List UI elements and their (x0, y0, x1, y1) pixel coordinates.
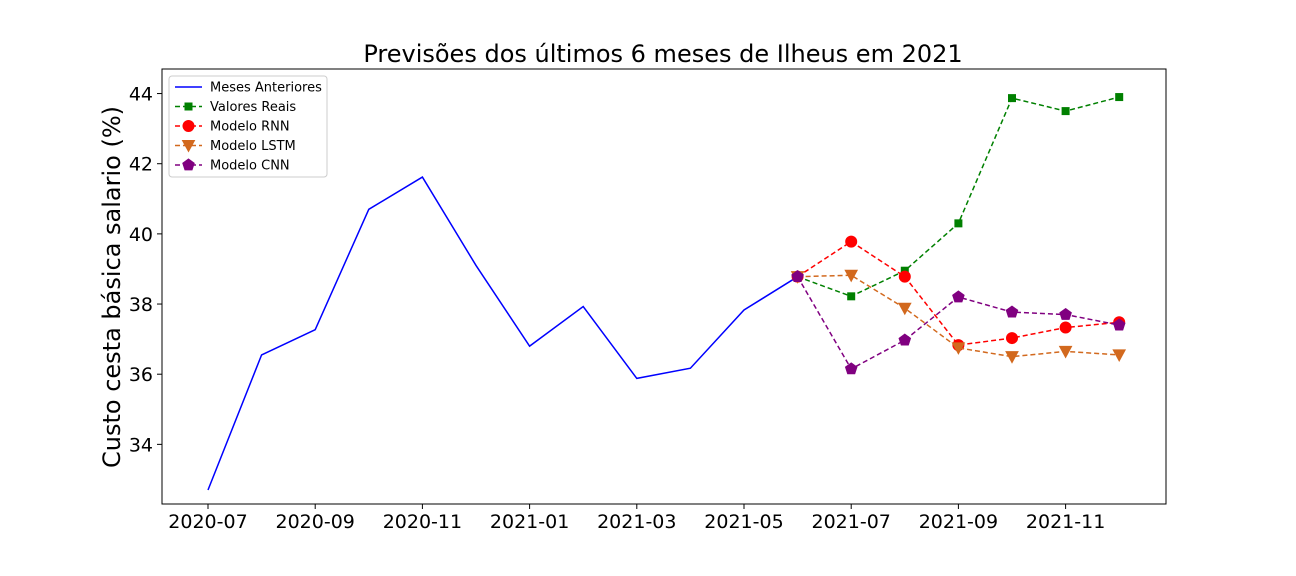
legend-marker-3 (181, 140, 196, 153)
series-4-point (844, 362, 858, 375)
x-tick-label: 2021-09 (919, 511, 998, 533)
x-tick-label: 2021-11 (1026, 511, 1105, 533)
series-2-point (898, 270, 911, 283)
series-4-point (1005, 305, 1019, 318)
series-1-point (954, 219, 963, 228)
y-tick-label: 36 (129, 364, 153, 386)
series-1-point (847, 292, 856, 301)
series-2-point (1059, 321, 1072, 334)
series-1-point (1115, 93, 1124, 102)
plot-area: 2020-07 2020-09 2020-11 2021-01 2021-03 2021-… (129, 68, 1167, 533)
legend-label: Modelo LSTM (210, 139, 296, 154)
legend-label: Valores Reais (210, 100, 296, 115)
x-tick-label: 2020-09 (276, 511, 355, 533)
series-3-point (951, 342, 966, 355)
series-line-1 (797, 96, 1120, 298)
series-line-0 (207, 176, 798, 491)
series-4-point (952, 290, 965, 303)
x-tick-label: 2021-03 (597, 511, 676, 533)
x-tick-label: 2021-05 (704, 511, 783, 533)
series-4-point (898, 333, 912, 346)
series-4-point (1112, 318, 1126, 331)
series-1-point (1008, 94, 1016, 103)
series-4-point (1059, 307, 1072, 320)
x-tick-label: 2020-11 (383, 511, 462, 533)
plot-frame (161, 68, 1167, 505)
legend-marker-4 (182, 158, 195, 171)
series-3-point (1112, 349, 1127, 362)
y-tick-label: 42 (129, 154, 153, 176)
y-axis-label: Custo cesta básica salario (%) (98, 106, 126, 468)
series-2-point (845, 235, 858, 248)
series-3-point (1005, 351, 1019, 364)
x-tick-label: 2020-07 (168, 511, 247, 533)
x-tick-label: 2021-07 (812, 511, 891, 533)
series-1-point (1061, 107, 1070, 116)
legend-marker-1 (184, 102, 193, 111)
y-tick-label: 40 (129, 224, 153, 246)
legend-box (168, 75, 328, 178)
legend-marker-2 (182, 120, 195, 132)
y-tick-label: 38 (129, 294, 153, 316)
series-3-point (897, 302, 912, 316)
series-3-point (1058, 345, 1073, 359)
legend-label: Meses Anteriores (210, 81, 322, 96)
y-tick-label: 44 (129, 84, 153, 106)
chart-title: Previsões dos últimos 6 meses de Ilheus … (363, 40, 962, 68)
legend-label: Modelo CNN (210, 159, 290, 174)
x-tick-label: 2021-01 (490, 511, 569, 533)
legend: Meses Anteriores Valores Reais Modelo RNN M… (168, 75, 328, 178)
y-tick-label: 34 (129, 434, 153, 456)
series-4-point (791, 270, 804, 283)
legend-label: Modelo RNN (210, 120, 290, 135)
series-2-point (1006, 332, 1018, 345)
series-3-point (844, 269, 859, 283)
